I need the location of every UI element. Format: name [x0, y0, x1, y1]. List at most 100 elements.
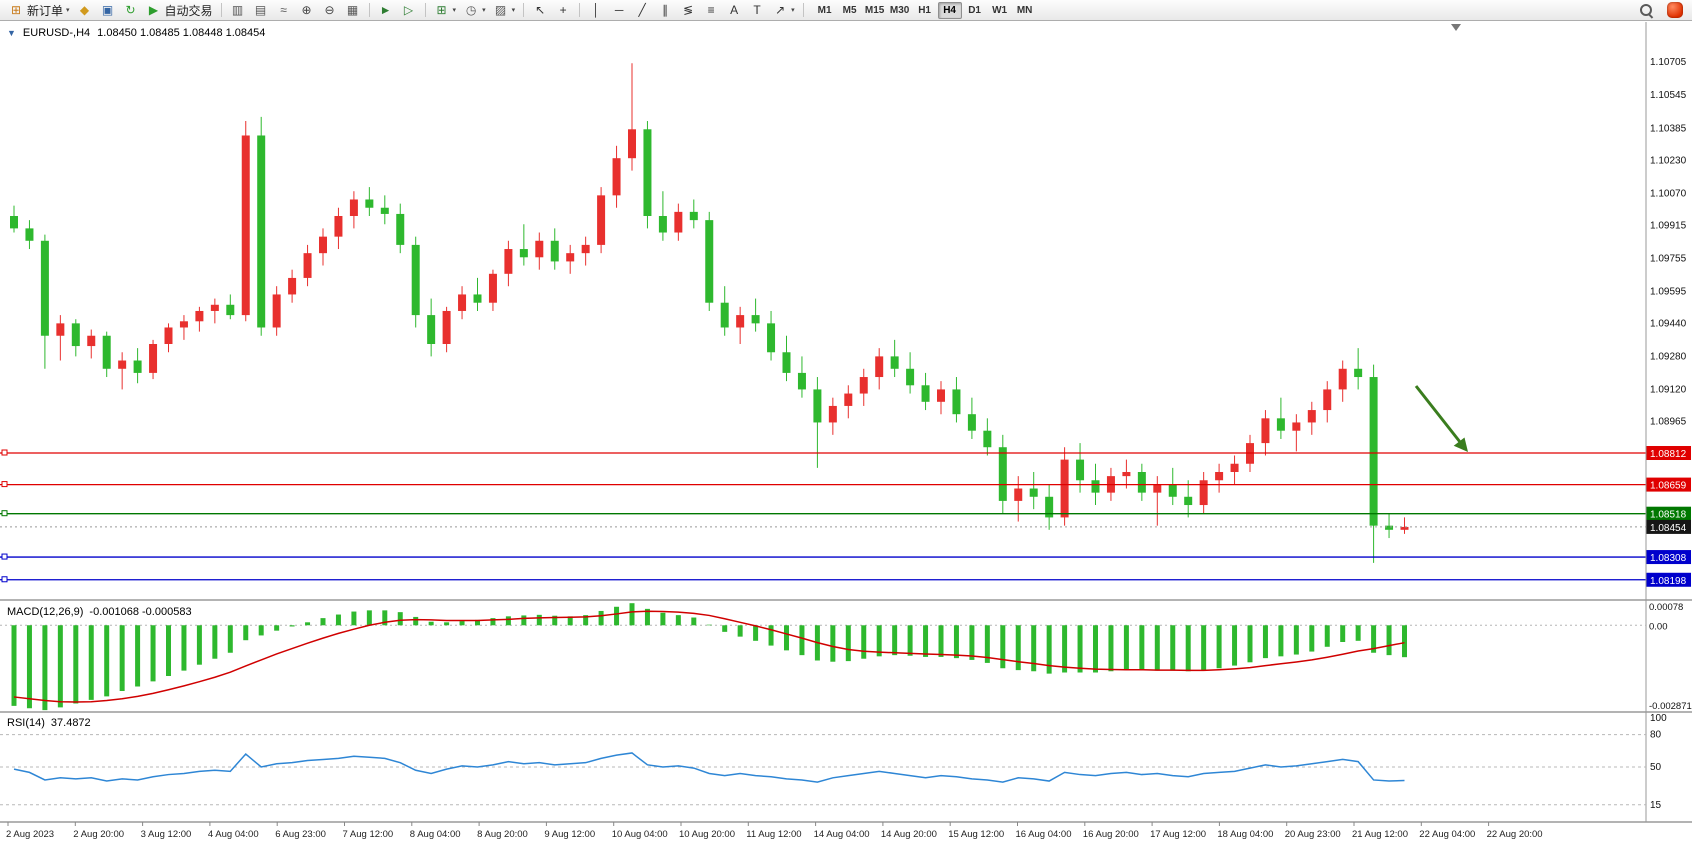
- price-tag-label: 1.08198: [1650, 576, 1687, 587]
- caret-down-icon: ▾: [66, 7, 70, 14]
- chart-shift-icon: ▷: [403, 3, 414, 17]
- candle-body: [288, 277, 297, 295]
- candle-body: [40, 240, 49, 336]
- candle-body: [1230, 463, 1239, 472]
- toolbar-separator: [579, 3, 581, 17]
- rsi-axis-label: 100: [1650, 713, 1667, 724]
- template-button[interactable]: ▨ ▾: [490, 1, 519, 19]
- text-icon: A: [730, 3, 739, 17]
- crosshair-button[interactable]: +: [552, 1, 574, 19]
- timeframe-h4-button[interactable]: H4: [937, 1, 962, 19]
- trendline-button[interactable]: ╱: [631, 1, 653, 19]
- price-axis-label: 1.09915: [1650, 220, 1687, 231]
- candle-body: [797, 372, 806, 390]
- candle-body: [890, 356, 899, 369]
- time-axis-label: 6 Aug 23:00: [275, 829, 326, 840]
- autotrading-button[interactable]: ▶ 自动交易: [143, 1, 216, 19]
- vertical-line-button[interactable]: │: [585, 1, 607, 19]
- line-chart-button[interactable]: ≈: [273, 1, 295, 19]
- new-order-button[interactable]: ⊞ 新订单 ▾: [5, 1, 73, 19]
- data-window-button[interactable]: ▣: [97, 1, 119, 19]
- candle-body: [1122, 472, 1131, 477]
- tile-windows-button[interactable]: ▦: [342, 1, 364, 19]
- price-tag: [1646, 506, 1691, 521]
- text-button[interactable]: A: [723, 1, 745, 19]
- timeframe-h1-button[interactable]: H1: [918, 4, 931, 16]
- text-label-button[interactable]: T: [746, 1, 768, 19]
- price-tag-label: 1.08454: [1650, 523, 1687, 534]
- timeframe-m30-button[interactable]: M30: [889, 4, 910, 16]
- time-axis-label: 10 Aug 04:00: [612, 829, 668, 840]
- add-indicator-button[interactable]: ⊞ ▾: [431, 1, 460, 19]
- rsi-axis-label: 50: [1650, 762, 1662, 773]
- time-axis-label: 22 Aug 04:00: [1419, 829, 1475, 840]
- timeframe-w1-button[interactable]: W1: [992, 4, 1008, 16]
- candlestick-chart-icon: ▤: [254, 3, 267, 17]
- candle-body: [1076, 459, 1085, 481]
- caret-down-icon: ▾: [482, 7, 486, 14]
- candle-body: [1323, 389, 1332, 411]
- toolbar-separator: [220, 3, 222, 17]
- candle-body: [736, 315, 745, 328]
- data-window-icon: ▣: [101, 3, 114, 17]
- notification-icon[interactable]: [1667, 2, 1683, 18]
- timeframe-d1-button[interactable]: D1: [968, 4, 981, 16]
- timeframe-mn-button[interactable]: MN: [1016, 4, 1033, 16]
- cursor-button[interactable]: ↖: [529, 1, 551, 19]
- rsi-value: 37.4872: [50, 717, 91, 729]
- search-icon: [1639, 3, 1654, 18]
- bar-chart-button[interactable]: ▥: [227, 1, 249, 19]
- candle-body: [628, 129, 636, 159]
- line-handle[interactable]: [1, 553, 8, 560]
- fibonacci-button[interactable]: ≶: [677, 1, 699, 19]
- price-axis-label: 1.09440: [1650, 318, 1687, 329]
- autotrading-button-label: 自动交易: [164, 3, 213, 18]
- time-axis-label: 18 Aug 04:00: [1217, 829, 1273, 840]
- timeframe-m5-button[interactable]: M5: [842, 4, 857, 16]
- line-handle[interactable]: [1, 481, 8, 488]
- zoom-out-button[interactable]: ⊖: [319, 1, 341, 19]
- price-axis-label: 1.08965: [1650, 416, 1687, 427]
- toolbar-separator: [802, 3, 804, 17]
- candlestick-chart-button[interactable]: ▤: [250, 1, 272, 19]
- candle-body: [56, 323, 65, 336]
- zoom-in-button[interactable]: ⊕: [296, 1, 318, 19]
- candle-body: [906, 368, 915, 386]
- chart-window-icon: ▼: [7, 28, 16, 38]
- time-axis-label: 14 Aug 20:00: [881, 829, 937, 840]
- period-button[interactable]: ◷ ▾: [460, 1, 489, 19]
- chart-shift-button[interactable]: ▷: [398, 1, 420, 19]
- refresh-icon: ↻: [125, 3, 136, 17]
- market-watch-button[interactable]: ◆: [74, 1, 96, 19]
- candle-body: [612, 158, 621, 196]
- candle-body: [272, 294, 281, 328]
- autotrading-icon: ▶: [148, 3, 159, 17]
- candle-body: [782, 352, 791, 373]
- search-button[interactable]: [1636, 1, 1657, 19]
- line-handle[interactable]: [1, 449, 8, 456]
- trend-arrow[interactable]: [1414, 385, 1462, 443]
- candle-body: [983, 430, 992, 448]
- candle-body: [1060, 459, 1069, 518]
- candle-body: [1276, 418, 1285, 431]
- timeframe-m15-button[interactable]: M15: [864, 4, 885, 16]
- arrows-button[interactable]: ↗ ▾: [769, 1, 798, 19]
- refresh-button[interactable]: ↻: [120, 1, 142, 19]
- macd-signal-line: [13, 610, 1405, 703]
- caret-down-icon: ▾: [452, 7, 457, 14]
- macd-name: MACD(12,26,9): [7, 606, 84, 618]
- shapes-button[interactable]: ≡: [700, 1, 722, 19]
- line-handle[interactable]: [1, 510, 8, 517]
- chart-shift-marker[interactable]: [1451, 24, 1461, 31]
- candle-body: [1354, 368, 1363, 378]
- auto-scroll-button[interactable]: ►: [375, 1, 397, 19]
- timeframe-m1-button[interactable]: M1: [817, 4, 832, 16]
- price-axis-label: 1.10385: [1650, 123, 1687, 134]
- horizontal-line-button[interactable]: ─: [608, 1, 630, 19]
- candle-body: [1029, 488, 1038, 497]
- vertical-line-icon: │: [592, 3, 600, 17]
- time-axis-label: 8 Aug 20:00: [477, 829, 528, 840]
- channel-button[interactable]: ∥: [654, 1, 676, 19]
- line-handle[interactable]: [1, 576, 8, 583]
